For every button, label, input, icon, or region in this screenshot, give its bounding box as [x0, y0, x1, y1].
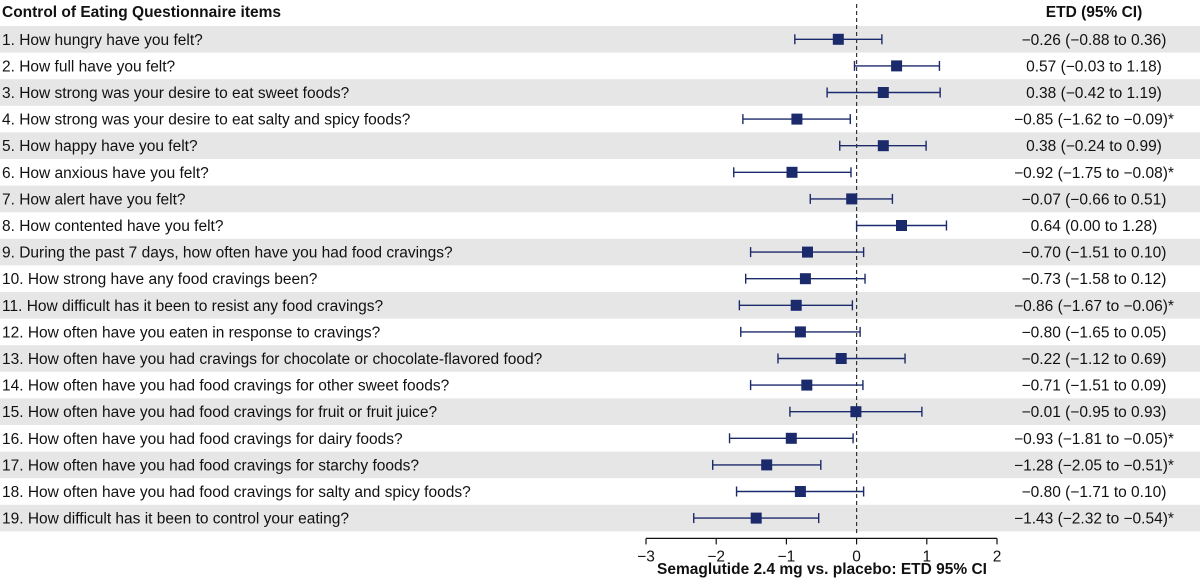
x-axis: −3 −2 −1 0 1 2: [637, 537, 1002, 565]
value-text: −0.07 (−0.66 to 0.51): [1022, 191, 1167, 208]
value-text: −0.71 (−1.51 to 0.09): [1022, 378, 1167, 395]
value-text: −0.80 (−1.71 to 0.10): [1022, 484, 1167, 501]
row-stripe: [0, 504, 1200, 532]
row-label: 17. How often have you had food cravings…: [2, 457, 419, 474]
row-label: 11. How difficult has it been to resist …: [2, 298, 383, 315]
point-estimate: [785, 432, 797, 444]
row-stripe: [0, 26, 1200, 53]
row-label: 12. How often have you eaten in response…: [2, 324, 381, 341]
row-label: 16. How often have you had food cravings…: [2, 431, 403, 448]
value-text: 0.38 (−0.42 to 1.19): [1026, 85, 1162, 102]
point-estimate: [846, 193, 858, 205]
value-text: −0.01 (−0.95 to 0.93): [1022, 404, 1167, 421]
point-estimate: [877, 87, 889, 98]
x-tick-label: 2: [993, 548, 1002, 565]
point-estimate: [750, 512, 762, 524]
row-label: 19. How difficult has it been to control…: [2, 511, 349, 528]
point-estimate: [896, 220, 907, 231]
row-label: 9. During the past 7 days, how often hav…: [2, 245, 453, 262]
value-text: −0.80 (−1.65 to 0.05): [1022, 324, 1167, 341]
point-estimate: [891, 60, 903, 72]
row-stripe: [0, 345, 1200, 372]
value-text: 0.57 (−0.03 to 1.18): [1026, 58, 1162, 75]
value-text: 0.38 (−0.24 to 0.99): [1026, 138, 1162, 155]
row-labels: 1. How hungry have you felt? 2. How full …: [2, 32, 543, 528]
row-label: 8. How contented have you felt?: [2, 218, 224, 235]
point-estimate: [761, 459, 773, 471]
row-stripe: [0, 238, 1200, 266]
value-text: −0.92 (−1.75 to −0.08)*: [1014, 165, 1174, 182]
row-label: 5. How happy have you felt?: [2, 138, 198, 155]
x-tick-label: −3: [637, 548, 655, 565]
point-estimate: [786, 166, 798, 178]
value-text: −0.26 (−0.88 to 0.36): [1022, 32, 1167, 49]
row-label: 14. How often have you had food cravings…: [2, 378, 450, 395]
value-text: −0.70 (−1.51 to 0.10): [1022, 245, 1167, 262]
row-label: 13. How often have you had cravings for …: [2, 351, 543, 368]
row-stripe: [0, 398, 1200, 425]
row-label: 7. How alert have you felt?: [2, 191, 186, 208]
error-bars: [693, 34, 948, 524]
row-stripes: [0, 26, 1200, 532]
point-estimate: [850, 406, 862, 418]
value-text: 0.64 (0.00 to 1.28): [1031, 218, 1158, 235]
x-tick-label: −1: [778, 548, 796, 565]
point-estimate: [877, 140, 889, 152]
row-label: 15. How often have you had food cravings…: [2, 404, 437, 421]
point-estimate: [790, 299, 802, 311]
value-column-header: ETD (95% CI): [1046, 4, 1142, 21]
x-tick-label: 0: [852, 548, 861, 565]
value-text: −1.28 (−2.05 to −0.51)*: [1014, 457, 1174, 474]
value-text: −0.22 (−1.12 to 0.69): [1022, 351, 1167, 368]
point-estimate: [794, 326, 806, 338]
point-estimate: [835, 353, 847, 364]
point-estimate: [832, 33, 844, 45]
chart-title: Control of Eating Questionnaire items: [2, 4, 281, 21]
point-estimate: [801, 379, 813, 391]
value-text: −0.93 (−1.81 to −0.05)*: [1014, 431, 1174, 448]
row-label: 6. How anxious have you felt?: [2, 165, 209, 182]
point-estimate: [802, 246, 813, 258]
x-tick-label: −2: [707, 548, 725, 565]
value-text: −0.73 (−1.58 to 0.12): [1022, 271, 1167, 288]
row-label: 4. How strong was your desire to eat sal…: [2, 112, 411, 129]
x-tick-label: 1: [922, 548, 931, 565]
value-text: −0.85 (−1.62 to −0.09)*: [1014, 112, 1174, 129]
row-label: 3. How strong was your desire to eat swe…: [2, 85, 350, 102]
point-estimate: [794, 486, 806, 497]
value-text: −1.43 (−2.32 to −0.54)*: [1014, 511, 1174, 528]
row-stripe: [0, 79, 1200, 106]
row-stripe: [0, 451, 1200, 479]
point-estimate: [791, 113, 803, 125]
x-axis-label: Semaglutide 2.4 mg vs. placebo: ETD 95% …: [657, 561, 987, 578]
row-stripe: [0, 132, 1200, 159]
row-label: 18. How often have you had food cravings…: [2, 484, 471, 501]
value-texts: −0.26 (−0.88 to 0.36) 0.57 (−0.03 to 1.18…: [1014, 32, 1174, 528]
point-estimates: [750, 33, 907, 524]
row-label: 1. How hungry have you felt?: [2, 32, 203, 49]
row-stripe: [0, 185, 1200, 213]
point-estimate: [799, 273, 811, 285]
row-stripe: [0, 292, 1200, 319]
value-text: −0.86 (−1.67 to −0.06)*: [1014, 298, 1174, 315]
row-label: 10. How strong have any food cravings be…: [2, 271, 318, 288]
row-label: 2. How full have you felt?: [2, 58, 176, 75]
